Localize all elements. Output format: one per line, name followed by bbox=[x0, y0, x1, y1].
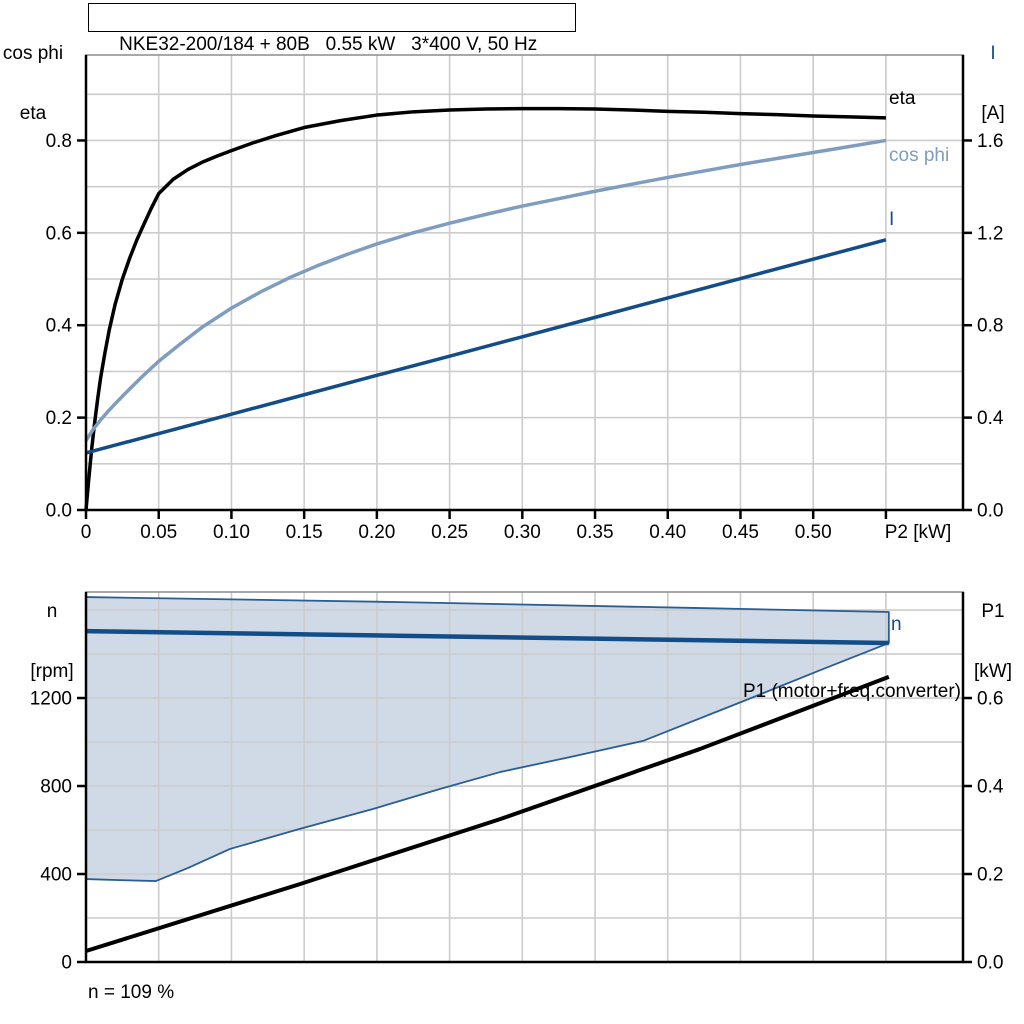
cos-phi-curve bbox=[84, 138, 887, 442]
x-axis-tick-label: 0.15 bbox=[286, 522, 323, 543]
axis-header-ampere-unit: [A] bbox=[981, 103, 1005, 124]
speed-band-fill bbox=[86, 597, 889, 882]
x-axis-tick-label: 0.20 bbox=[358, 522, 395, 543]
x-axis-tick-label: 0.05 bbox=[140, 522, 177, 543]
axis-header-kw-unit: [kW] bbox=[974, 661, 1012, 682]
x-axis-tick-label: 0.50 bbox=[795, 522, 832, 543]
x-axis-tick-label: 0.10 bbox=[213, 522, 250, 543]
axis-header-eta: eta bbox=[19, 103, 47, 124]
x-axis-tick-label: 0.40 bbox=[649, 522, 686, 543]
eta-curve-label: eta bbox=[889, 88, 916, 109]
n-curve bbox=[85, 628, 889, 646]
axis-header-p1: P1 bbox=[981, 601, 1005, 622]
right-axis-tick-label: 1.2 bbox=[977, 223, 1003, 244]
right-axis-tick-label: 0.0 bbox=[977, 953, 1003, 974]
axis-header-cos-phi: cos phi bbox=[2, 43, 64, 64]
x-axis-tick-label: 0.30 bbox=[504, 522, 541, 543]
left-axis-tick-label: 0.4 bbox=[46, 316, 73, 337]
right-axis-tick-label: 0.2 bbox=[977, 865, 1003, 886]
right-axis-tick-label: 0.4 bbox=[977, 408, 1004, 429]
chart-title: NKE32-200/184 + 80B 0.55 kW 3*400 V, 50 … bbox=[119, 34, 538, 55]
left-axis-tick-label: 0.8 bbox=[46, 131, 72, 152]
right-axis-tick-label: 0.6 bbox=[977, 689, 1003, 710]
left-axis-tick-label: 0.2 bbox=[46, 408, 72, 429]
motor-electrical-curves: 0.0 0.2 0.4 0.6 0.8 0.0 0.4 0.8 1.2 1.6 0 0.05 0.10 0… bbox=[46, 54, 1004, 543]
right-axis-tick-label: 0.8 bbox=[977, 316, 1003, 337]
right-axis-tick-label: 1.6 bbox=[977, 131, 1003, 152]
gridlines bbox=[86, 592, 963, 962]
eta-curve bbox=[84, 106, 886, 511]
right-axis-tick-label: 0.4 bbox=[977, 777, 1004, 798]
x-axis-tick-label: 0 bbox=[81, 522, 92, 543]
n-curve-label: n bbox=[891, 614, 902, 635]
right-axis-tick-label: 0.0 bbox=[977, 501, 1003, 522]
i-curve-label: I bbox=[889, 209, 894, 230]
left-axis-tick-label: 0.6 bbox=[46, 223, 72, 244]
left-axis-tick-label: 800 bbox=[40, 777, 72, 798]
x-axis-tick-label: 0.45 bbox=[722, 522, 759, 543]
i-curve bbox=[85, 238, 887, 455]
axis-header-current: I bbox=[990, 43, 996, 64]
x-axis-tick-label: 0.25 bbox=[431, 522, 468, 543]
x-axis-tick-label: 0.35 bbox=[577, 522, 614, 543]
p1-motor-freq-converter-curve-label: P1 (motor+freq.converter) bbox=[743, 681, 961, 702]
top-right-axis-header: I [A] bbox=[966, 4, 1020, 164]
left-axis-tick-label: 1200 bbox=[30, 689, 72, 710]
left-axis-tick-label: 0.0 bbox=[46, 501, 72, 522]
p1-motor-freq-converter-curve bbox=[85, 675, 890, 953]
top-left-axis-header: cos phi eta bbox=[2, 4, 64, 164]
title-box: NKE32-200/184 + 80B 0.55 kW 3*400 V, 50 … bbox=[88, 3, 576, 55]
speed-band-outline bbox=[85, 596, 890, 882]
axis-header-n: n bbox=[46, 601, 58, 622]
bottom-right-axis-header: P1 [kW] bbox=[966, 562, 1020, 722]
gridlines bbox=[86, 55, 963, 510]
bottom-left-axis-header: n [rpm] bbox=[21, 562, 83, 722]
x-axis-label: P2 [kW] bbox=[885, 522, 952, 543]
speed-percentage-note: n = 109 % bbox=[88, 982, 175, 1003]
left-axis-tick-label: 0 bbox=[61, 953, 72, 974]
cos-phi-curve-label: cos phi bbox=[889, 145, 949, 166]
speed-and-power-curves: 0 400 800 1200 0.0 0.2 0.4 0.6 n P1 (motor+freq.c… bbox=[30, 591, 1004, 974]
left-axis-tick-label: 400 bbox=[40, 865, 72, 886]
axis-header-rpm-unit: [rpm] bbox=[30, 661, 74, 682]
